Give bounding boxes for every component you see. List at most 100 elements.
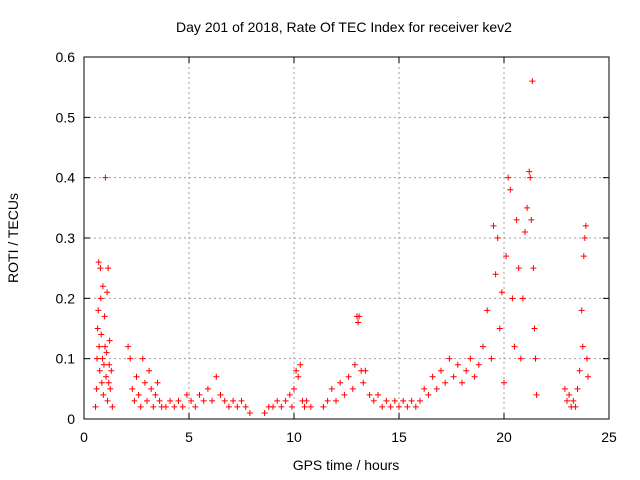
data-point	[152, 391, 159, 398]
data-point	[400, 397, 407, 404]
data-point	[349, 385, 356, 392]
y-tick-label: 0.6	[56, 49, 76, 65]
data-point	[97, 265, 104, 272]
data-point	[492, 271, 499, 278]
data-point	[475, 361, 482, 368]
x-axis-label: GPS time / hours	[293, 457, 400, 473]
data-point	[579, 343, 586, 350]
data-point	[467, 355, 474, 362]
y-tick-label: 0.4	[56, 170, 76, 186]
data-point	[179, 403, 186, 410]
data-point	[278, 403, 285, 410]
x-tick-label: 0	[80, 429, 88, 445]
data-point	[454, 361, 461, 368]
data-point	[496, 325, 503, 332]
data-point	[94, 355, 101, 362]
data-point	[230, 397, 237, 404]
data-point	[102, 343, 108, 350]
data-point	[438, 367, 444, 374]
data-point	[183, 391, 190, 398]
data-point	[96, 343, 103, 350]
data-point	[144, 397, 150, 404]
data-point	[503, 253, 510, 260]
data-point	[450, 373, 457, 380]
data-point	[100, 361, 107, 368]
y-tick-label: 0.5	[56, 109, 76, 125]
data-point	[106, 337, 113, 344]
data-point	[131, 397, 138, 404]
x-tick-label: 25	[601, 429, 617, 445]
data-point	[95, 259, 102, 266]
data-point	[171, 403, 178, 410]
data-point	[133, 373, 140, 380]
data-point	[274, 397, 281, 404]
data-point	[519, 295, 526, 302]
data-point	[105, 379, 112, 386]
data-point	[366, 391, 373, 398]
data-point	[570, 397, 577, 404]
data-point	[532, 355, 539, 362]
data-point	[175, 397, 182, 404]
data-point	[370, 397, 377, 404]
data-point	[375, 391, 381, 398]
data-point	[320, 403, 327, 410]
data-point	[576, 367, 583, 374]
data-point	[301, 403, 308, 410]
data-point	[488, 355, 495, 362]
data-point	[105, 265, 112, 272]
data-point	[459, 379, 465, 386]
data-point	[106, 361, 113, 368]
data-point	[225, 403, 232, 410]
data-point	[139, 355, 146, 362]
data-point	[387, 403, 394, 410]
data-point	[561, 385, 568, 392]
data-point	[200, 397, 207, 404]
data-point	[96, 367, 103, 374]
axis-ticks: 0 5 10 15 20 25 0 0.1 0.2 0.3 0.4 0.5 0.6	[56, 49, 617, 445]
x-tick-label: 15	[391, 429, 407, 445]
data-point	[109, 403, 116, 410]
data-point	[234, 403, 241, 410]
y-tick-label: 0.1	[56, 351, 76, 367]
data-point	[324, 397, 331, 404]
data-point	[137, 403, 144, 410]
data-point	[148, 385, 155, 392]
data-point	[433, 385, 440, 392]
data-point	[429, 373, 436, 380]
data-point	[162, 403, 169, 410]
data-point	[494, 235, 501, 241]
data-point	[425, 391, 432, 398]
data-point	[471, 373, 478, 380]
data-point	[150, 403, 157, 410]
data-point	[408, 397, 415, 404]
data-point	[501, 379, 507, 386]
data-point	[98, 379, 105, 386]
data-point	[583, 355, 590, 362]
data-point	[154, 379, 161, 386]
data-point	[529, 78, 536, 85]
x-tick-label: 5	[185, 429, 193, 445]
data-point	[293, 367, 300, 374]
data-point	[517, 355, 524, 362]
data-point	[337, 379, 344, 386]
data-point	[127, 355, 134, 362]
data-point	[578, 307, 585, 314]
data-point	[412, 403, 419, 410]
data-point	[528, 216, 535, 223]
y-tick-label: 0	[67, 411, 75, 427]
data-point	[379, 403, 386, 410]
data-point	[95, 307, 102, 314]
data-point	[129, 385, 136, 392]
y-tick-label: 0.3	[56, 230, 76, 246]
data-point	[307, 403, 314, 410]
data-point	[104, 289, 111, 296]
data-point	[286, 391, 293, 398]
data-point	[261, 409, 268, 416]
data-point	[107, 385, 114, 392]
data-point	[141, 379, 148, 386]
data-point	[572, 403, 579, 410]
data-point	[108, 367, 115, 374]
data-point	[288, 403, 295, 410]
data-point	[355, 319, 362, 326]
